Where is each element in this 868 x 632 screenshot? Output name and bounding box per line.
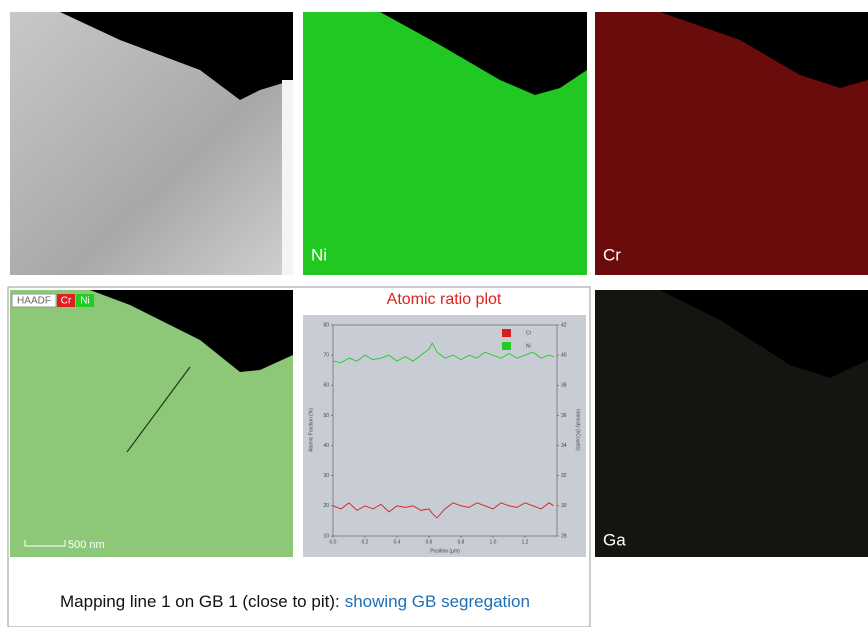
page: Ni Cr HAADF Cr Ni 500 nm Ga Atomic ratio… [0,0,868,627]
y2-tick-label: 40 [561,352,567,358]
legend-swatch [502,342,511,350]
overlay-image: HAADF Cr Ni 500 nm [10,290,293,557]
y2-axis-label: Intensity (kCounts) [575,409,581,451]
y-tick-label: 80 [323,322,329,328]
y-tick-label: 50 [323,413,329,419]
x-tick-label: 1.2 [522,539,529,545]
panel-label: Cr [603,245,621,264]
x-tick-label: 0.2 [362,539,369,545]
legend-label: Ni [526,343,531,349]
scale-bar: 500 nm [68,539,105,551]
caption-highlight: showing GB segregation [345,592,530,611]
overlay-tag: HAADF [17,296,51,307]
caption-main: Mapping line 1 on GB 1 (close to pit): [60,592,340,611]
y-axis-label: Atomic Fraction (%) [308,408,314,452]
y-tick-label: 20 [323,503,329,509]
panel-label: Ni [311,245,327,264]
y-tick-label: 30 [323,473,329,479]
haadf-image [10,12,293,275]
y2-tick-label: 38 [561,383,567,389]
x-axis-label: Position (µm) [430,548,460,554]
x-tick-label: 0.6 [426,539,433,545]
y2-tick-label: 42 [561,322,567,328]
y-tick-label: 10 [323,533,329,539]
ga-map: Ga [595,290,868,557]
plot-area [333,325,557,536]
panel-label: Ga [603,530,626,549]
y2-tick-label: 30 [561,503,567,509]
legend-label: Cr [526,330,532,336]
y2-tick-label: 36 [561,413,567,419]
y2-tick-label: 32 [561,473,567,479]
chart-title: Atomic ratio plot [387,291,502,308]
y-tick-label: 60 [323,383,329,389]
y-tick-label: 40 [323,443,329,449]
x-tick-label: 0.8 [458,539,465,545]
x-tick-label: 0.0 [330,539,337,545]
overlay-tag: Ni [80,296,89,307]
overlay-tag: Cr [61,296,72,307]
y2-tick-label: 34 [561,443,567,449]
figure: Ni Cr HAADF Cr Ni 500 nm Ga Atomic ratio… [0,0,868,627]
ni-map: Ni [303,12,587,275]
y-tick-label: 70 [323,352,329,358]
y2-tick-label: 28 [561,533,567,539]
legend-swatch [502,329,511,337]
x-tick-label: 1.0 [490,539,497,545]
x-tick-label: 0.4 [394,539,401,545]
caption: Mapping line 1 on GB 1 (close to pit): sh… [60,592,530,611]
cr-map: Cr [595,12,868,275]
